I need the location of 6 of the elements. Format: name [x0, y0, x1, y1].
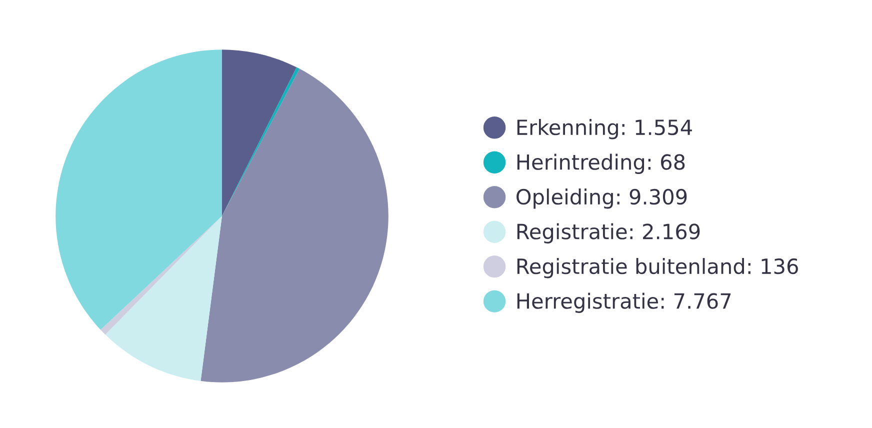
- legend-label: Registratie: 2.169: [517, 223, 700, 244]
- legend-label: Opleiding: 9.309: [516, 188, 687, 209]
- legend-label: Herregistratie: 7.767: [517, 292, 731, 313]
- legend-label: Registratie buitenland: 136: [517, 258, 798, 278]
- legend-label: Erkenning: 1.554: [517, 119, 692, 140]
- legend-label: Herintreding: 68: [517, 154, 685, 174]
